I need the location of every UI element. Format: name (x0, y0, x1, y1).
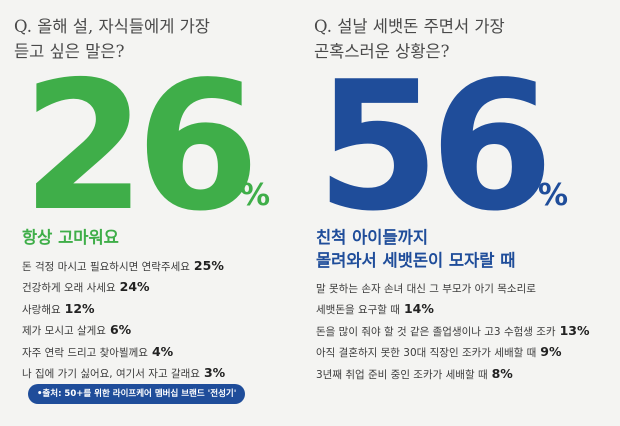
right-headline-label: 친척 아이들까지 몰려와서 세뱃돈이 모자랄 때 (316, 228, 516, 270)
list-item: 자주 연락 드리고 찾아뵐께요 4% (22, 342, 225, 363)
item-label: 제가 모시고 살게요 (22, 325, 106, 338)
item-label: 돈 걱정 마시고 필요하시면 연락주세요 (22, 261, 190, 273)
left-panel: Q. 올해 설, 자식들에게 가장 듣고 싶은 말은? 26 % 항상 고마워요… (0, 0, 300, 426)
item-percent: 9% (540, 344, 562, 360)
list-item: 3년째 취업 준비 중인 조카가 세배할 때 8% (316, 364, 590, 385)
item-percent: 6% (109, 322, 132, 338)
list-item: 돈을 많이 줘야 할 것 같은 졸업생이나 고3 수험생 조카 13% (316, 321, 590, 342)
right-headline-unit: % (538, 178, 569, 213)
left-answer-list: 돈 걱정 마시고 필요하시면 연락주세요 25% 건강하게 오래 사세요 24% 사… (22, 256, 225, 384)
item-percent: 13% (559, 322, 590, 338)
list-item: 돈 걱정 마시고 필요하시면 연락주세요 25% (22, 256, 225, 277)
list-item: 사랑해요 12% (22, 299, 225, 320)
right-headline-value: 56 (316, 43, 554, 250)
left-headline-label: 항상 고마워요 (22, 228, 119, 247)
item-percent: 24% (119, 279, 150, 295)
item-label: 건강하게 오래 사세요 (22, 282, 116, 295)
item-label: 세뱃돈을 요구할 때 (316, 304, 400, 317)
list-item: 나 집에 가기 싫어요, 여기서 자고 갈래요 3% (22, 363, 225, 384)
item-percent: 14% (403, 301, 434, 317)
item-percent: 8% (491, 365, 513, 381)
item-label: 말 못하는 손자 손녀 대신 그 부모가 아기 목소리로 (316, 283, 536, 295)
list-item: 말 못하는 손자 손녀 대신 그 부모가 아기 목소리로 (316, 278, 590, 299)
item-label: 나 집에 가기 싫어요, 여기서 자고 갈래요 (22, 368, 200, 381)
left-headline-unit: % (240, 178, 271, 213)
item-label: 아직 결혼하지 못한 30대 직장인 조카가 세배할 때 (316, 347, 537, 360)
source-badge: •출처: 50+를 위한 라이프케어 멤버십 브랜드 '전성기' (28, 384, 246, 404)
right-question: Q. 설날 세뱃돈 주면서 가장 곤혹스러운 상황은? (314, 17, 505, 61)
item-label: 돈을 많이 줘야 할 것 같은 졸업생이나 고3 수험생 조카 (316, 325, 556, 338)
list-item: 세뱃돈을 요구할 때 14% (316, 299, 590, 320)
list-item: 제가 모시고 살게요 6% (22, 320, 225, 341)
item-label: 자주 연락 드리고 찾아뵐께요 (22, 346, 148, 359)
left-question: Q. 올해 설, 자식들에게 가장 듣고 싶은 말은? (14, 17, 210, 61)
item-percent: 4% (151, 343, 174, 359)
item-percent: 12% (64, 300, 95, 316)
list-item: 아직 결혼하지 못한 30대 직장인 조카가 세배할 때 9% (316, 342, 590, 363)
item-label: 3년째 취업 준비 중인 조카가 세배할 때 (316, 368, 488, 381)
list-item: 건강하게 오래 사세요 24% (22, 277, 225, 298)
item-label: 사랑해요 (22, 303, 61, 316)
left-headline-value: 26 (22, 43, 260, 250)
item-percent: 25% (193, 258, 224, 273)
right-panel: Q. 설날 세뱃돈 주면서 가장 곤혹스러운 상황은? 56 % 친척 아이들까… (308, 0, 620, 426)
item-percent: 3% (203, 365, 226, 381)
